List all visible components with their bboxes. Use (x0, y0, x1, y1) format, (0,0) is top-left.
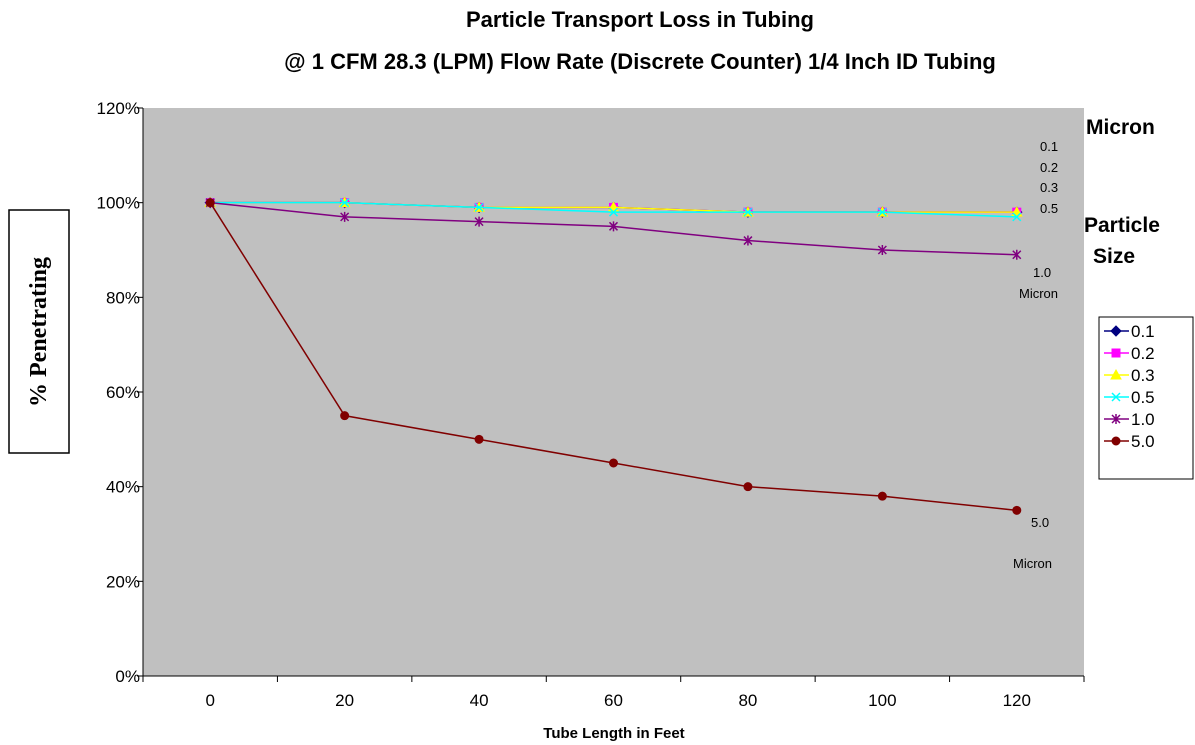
legend-label: 5.0 (1131, 432, 1155, 451)
legend-marker (1111, 392, 1121, 402)
x-tick-label: 120 (1003, 691, 1031, 710)
data-point (608, 207, 619, 217)
series-0-5 (205, 198, 1022, 222)
data-point (474, 202, 484, 212)
data-point (877, 207, 887, 217)
data-point (340, 198, 350, 208)
y-tick-label: 60% (106, 383, 140, 402)
annotation-0-5: 0.5 (1040, 201, 1058, 216)
data-point (608, 221, 619, 232)
size-side-label: Size (1093, 245, 1135, 268)
y-tick-label: 20% (106, 572, 140, 591)
series-1-0 (205, 197, 1022, 260)
data-point (474, 216, 484, 227)
legend-item: 0.3 (1104, 366, 1155, 385)
x-axis: 0 20 40 60 80 100 120 (142, 675, 1085, 710)
annotation-0-1: 0.1 (1040, 139, 1058, 154)
y-axis-label: % Penetrating (26, 257, 52, 407)
y-tick-label: 100% (97, 194, 140, 213)
data-point (340, 411, 350, 421)
legend-marker (1111, 348, 1121, 358)
data-point (1012, 212, 1022, 222)
micron-side-label: Micron (1086, 116, 1155, 139)
data-point (1012, 505, 1022, 515)
legend-item: 0.1 (1104, 322, 1155, 341)
data-point (743, 207, 753, 217)
plot-area (143, 108, 1084, 676)
series-5-0 (205, 198, 1022, 515)
data-point (877, 245, 887, 255)
legend-label: 1.0 (1131, 410, 1155, 429)
legend-item: 1.0 (1104, 410, 1155, 429)
x-axis-label: Tube Length in Feet (543, 725, 684, 742)
y-tick-label: 80% (106, 288, 140, 307)
legend-label: 0.5 (1131, 388, 1155, 407)
data-point (474, 434, 484, 444)
annotation-5-0-unit: Micron (1013, 556, 1052, 571)
annotation-0-3: 0.3 (1040, 180, 1058, 195)
data-point (743, 482, 753, 492)
data-point (340, 211, 350, 222)
particle-side-label: Particle (1084, 214, 1160, 237)
chart-subtitle: @ 1 CFM 28.3 (LPM) Flow Rate (Discrete C… (284, 49, 996, 74)
legend-marker (1111, 414, 1121, 424)
chart-title: Particle Transport Loss in Tubing (466, 7, 814, 32)
y-axis: 0% 20% 40% 60% 80% 100% 120% (97, 99, 144, 686)
series-group (204, 196, 1023, 515)
x-tick-label: 40 (470, 691, 489, 710)
x-tick-label: 80 (738, 691, 757, 710)
legend-label: 0.1 (1131, 322, 1155, 341)
annotation-1-0-unit: Micron (1019, 286, 1058, 301)
y-tick-label: 40% (106, 478, 140, 497)
legend: 0.1 0.2 0.3 0.5 1.0 5.0 (1098, 316, 1194, 480)
x-tick-label: 60 (604, 691, 623, 710)
x-tick-label: 0 (205, 691, 214, 710)
x-tick-label: 20 (335, 691, 354, 710)
legend-label: 0.2 (1131, 344, 1155, 363)
annotation-0-2: 0.2 (1040, 160, 1058, 175)
data-point (877, 491, 887, 501)
legend-marker (1110, 368, 1122, 380)
legend-marker (1110, 325, 1122, 337)
legend-marker (1111, 436, 1121, 446)
data-point (205, 198, 215, 208)
x-tick-label: 100 (868, 691, 896, 710)
legend-item: 5.0 (1104, 432, 1155, 451)
y-tick-label: 120% (97, 99, 140, 118)
data-point (609, 458, 618, 468)
data-point (743, 235, 753, 246)
annotation-5-0-value: 5.0 (1031, 515, 1049, 530)
y-axis-label-box (8, 209, 70, 454)
data-point (1012, 249, 1022, 260)
annotation-1-0-value: 1.0 (1033, 265, 1051, 280)
y-tick-label: 0% (115, 667, 140, 686)
legend-item: 0.2 (1104, 344, 1155, 363)
legend-label: 0.3 (1131, 366, 1155, 385)
legend-item: 0.5 (1104, 388, 1155, 407)
